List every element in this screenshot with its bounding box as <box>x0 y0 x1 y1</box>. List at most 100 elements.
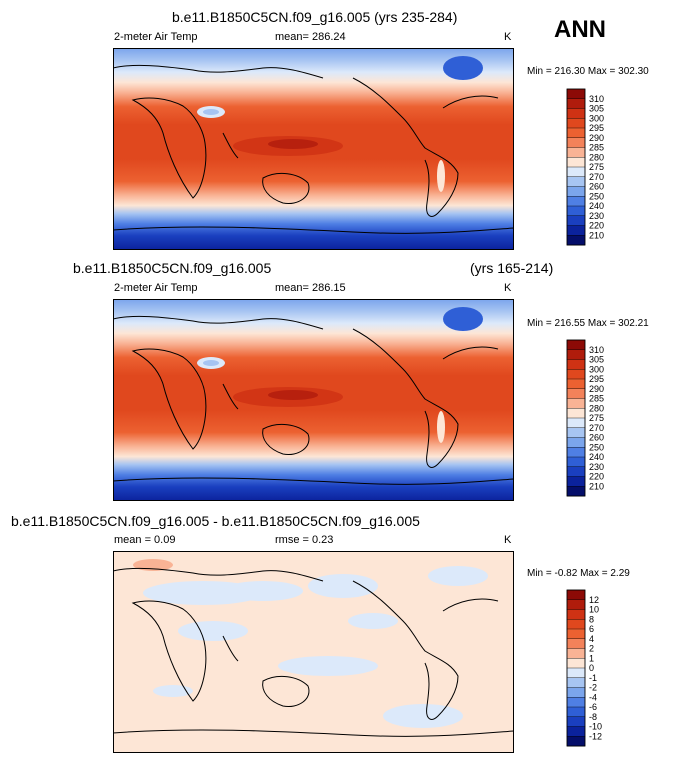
panel2-minmax: Min = 216.55 Max = 302.21 <box>527 318 649 329</box>
colorbar-tick-label: 260 <box>589 182 604 192</box>
colorbar-tick-label: 1 <box>589 653 594 663</box>
colorbar-tick-label: 275 <box>589 162 604 172</box>
colorbar-tick-label: 2 <box>589 644 594 654</box>
colorbar-box <box>566 706 586 718</box>
colorbar-tick-label: 280 <box>589 403 604 413</box>
colorbar-box <box>566 628 586 640</box>
colorbar-box <box>566 378 586 390</box>
colorbar-tick-label: 240 <box>589 452 604 462</box>
colorbar-box <box>566 359 586 370</box>
colorbar-tick-label: 300 <box>589 364 604 374</box>
colorbar-box <box>566 205 586 217</box>
colorbar-tick-label: 310 <box>589 94 604 104</box>
colorbar-box <box>566 658 586 669</box>
colorbar-tick-label: 12 <box>589 595 599 605</box>
panel1-units: K <box>504 31 512 43</box>
colorbar-tick-label: 285 <box>589 143 604 153</box>
panel1-variable-label: 2-meter Air Temp <box>114 31 198 43</box>
colorbar-tick-label: 6 <box>589 624 594 634</box>
colorbar-box <box>566 456 586 468</box>
colorbar-tick-label: -6 <box>589 702 597 712</box>
colorbar-box <box>566 687 586 698</box>
colorbar-box <box>566 118 586 129</box>
season-label: ANN <box>554 16 606 43</box>
colorbar-tick-label: -10 <box>589 722 602 732</box>
colorbar-tick-label: 250 <box>589 442 604 452</box>
colorbar-box <box>566 215 586 227</box>
colorbar-tick-label: 305 <box>589 104 604 114</box>
colorbar-tick-label: 230 <box>589 211 604 221</box>
colorbar-box <box>566 349 586 361</box>
colorbar-box <box>566 466 586 478</box>
colorbar-box <box>566 147 586 158</box>
colorbar-box <box>566 589 586 601</box>
panel1-title: b.e11.B1850C5CN.f09_g16.005 (yrs 235-284… <box>172 9 458 25</box>
panel2-map <box>113 299 514 501</box>
colorbar-box <box>566 427 586 439</box>
colorbar-box <box>566 619 586 630</box>
colorbar-tick-label: 0 <box>589 663 594 673</box>
colorbar-box <box>566 638 586 650</box>
colorbar-box <box>566 408 586 419</box>
panel3-units: K <box>504 534 512 546</box>
colorbar-box <box>566 726 586 737</box>
colorbar-border <box>566 589 586 747</box>
colorbar-tick-label: 8 <box>589 614 594 624</box>
colorbar-box <box>566 437 586 448</box>
colorbar-tick-label: 275 <box>589 413 604 423</box>
colorbar-border <box>566 88 586 246</box>
panel3-map <box>113 551 514 753</box>
colorbar-box <box>566 127 586 139</box>
panel3-rmse: rmse = 0.23 <box>275 534 334 546</box>
colorbar-box <box>566 176 586 188</box>
panel1-map <box>113 48 514 250</box>
colorbar-tick-label: -12 <box>589 731 602 741</box>
panel1-mean: mean= 286.24 <box>275 31 346 43</box>
colorbar-tick-label: 210 <box>589 230 604 240</box>
colorbar-tick-label: -1 <box>589 673 597 683</box>
colorbar-box <box>566 476 586 487</box>
colorbar-tick-label: 295 <box>589 374 604 384</box>
colorbar-tick-label: 10 <box>589 605 599 615</box>
colorbar-box <box>566 486 586 497</box>
colorbar-tick-label: 270 <box>589 172 604 182</box>
panel2-colorbar: 3103053002952902852802752702602502402302… <box>566 339 604 497</box>
colorbar-box <box>566 108 586 119</box>
colorbar-tick-label: 300 <box>589 113 604 123</box>
colorbar-box <box>566 609 586 620</box>
colorbar-box <box>566 137 586 149</box>
panel2-title: b.e11.B1850C5CN.f09_g16.005 <box>73 260 272 276</box>
colorbar-box <box>566 225 586 236</box>
colorbar-border <box>566 339 586 497</box>
colorbar-tick-label: 280 <box>589 152 604 162</box>
panel2-mean: mean= 286.15 <box>275 282 346 294</box>
colorbar-tick-label: 290 <box>589 384 604 394</box>
colorbar-box <box>566 339 586 351</box>
colorbar-tick-label: 210 <box>589 481 604 491</box>
colorbar-tick-label: 290 <box>589 133 604 143</box>
panel3-mean: mean = 0.09 <box>114 534 176 546</box>
panel2-units: K <box>504 282 512 294</box>
colorbar-tick-label: 240 <box>589 201 604 211</box>
colorbar-tick-label: -8 <box>589 712 597 722</box>
colorbar-tick-label: -2 <box>589 683 597 693</box>
colorbar-box <box>566 235 586 246</box>
colorbar-box <box>566 398 586 409</box>
panel2-variable-label: 2-meter Air Temp <box>114 282 198 294</box>
colorbar-box <box>566 88 586 100</box>
colorbar-box <box>566 447 586 458</box>
colorbar-box <box>566 186 586 197</box>
colorbar-tick-label: 305 <box>589 355 604 365</box>
colorbar-box <box>566 388 586 400</box>
panel3-title: b.e11.B1850C5CN.f09_g16.005 - b.e11.B185… <box>11 513 420 529</box>
colorbar-box <box>566 196 586 207</box>
colorbar-box <box>566 716 586 728</box>
colorbar-box <box>566 98 586 110</box>
colorbar-box <box>566 648 586 659</box>
colorbar-tick-label: 295 <box>589 123 604 133</box>
colorbar-tick-label: 250 <box>589 191 604 201</box>
colorbar-box <box>566 677 586 689</box>
colorbar-tick-label: 230 <box>589 462 604 472</box>
